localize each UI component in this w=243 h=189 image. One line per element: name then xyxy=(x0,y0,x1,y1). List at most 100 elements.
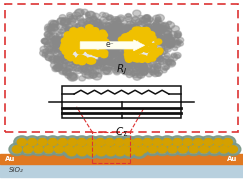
Circle shape xyxy=(72,12,81,19)
Circle shape xyxy=(163,30,170,36)
Circle shape xyxy=(104,36,112,42)
Circle shape xyxy=(152,71,159,77)
Circle shape xyxy=(55,54,62,60)
Circle shape xyxy=(51,36,60,43)
Circle shape xyxy=(60,39,67,45)
Circle shape xyxy=(157,38,166,45)
Circle shape xyxy=(157,31,162,35)
Circle shape xyxy=(111,64,117,69)
Circle shape xyxy=(48,139,57,146)
Circle shape xyxy=(109,21,118,28)
Circle shape xyxy=(228,146,237,153)
Circle shape xyxy=(126,70,132,75)
Circle shape xyxy=(109,44,115,48)
Circle shape xyxy=(166,28,172,32)
Circle shape xyxy=(86,25,93,30)
Circle shape xyxy=(78,37,85,43)
Circle shape xyxy=(127,35,134,40)
Circle shape xyxy=(92,136,108,148)
Circle shape xyxy=(56,37,64,43)
Circle shape xyxy=(64,146,73,153)
Circle shape xyxy=(53,35,61,41)
Circle shape xyxy=(148,18,153,22)
Circle shape xyxy=(132,24,140,31)
Circle shape xyxy=(113,61,120,67)
Circle shape xyxy=(70,39,77,45)
Circle shape xyxy=(151,69,156,73)
Circle shape xyxy=(64,55,69,59)
Circle shape xyxy=(120,146,129,153)
Circle shape xyxy=(65,65,73,71)
Circle shape xyxy=(81,62,86,65)
Circle shape xyxy=(141,69,148,74)
Circle shape xyxy=(117,27,126,33)
Circle shape xyxy=(142,71,147,75)
Circle shape xyxy=(154,64,161,69)
Circle shape xyxy=(106,15,113,20)
Circle shape xyxy=(114,58,121,64)
Circle shape xyxy=(149,56,156,61)
Circle shape xyxy=(77,15,84,21)
Circle shape xyxy=(124,52,131,57)
Circle shape xyxy=(163,26,170,31)
Circle shape xyxy=(151,24,159,30)
Circle shape xyxy=(163,139,172,146)
Circle shape xyxy=(110,50,118,55)
Circle shape xyxy=(43,39,49,44)
Circle shape xyxy=(90,16,97,21)
Circle shape xyxy=(59,68,67,75)
Circle shape xyxy=(70,45,77,51)
Circle shape xyxy=(117,37,124,42)
Circle shape xyxy=(80,33,87,39)
Circle shape xyxy=(61,57,69,63)
Circle shape xyxy=(75,68,82,74)
Circle shape xyxy=(98,43,106,48)
Circle shape xyxy=(142,38,149,43)
Circle shape xyxy=(150,66,159,73)
Circle shape xyxy=(113,44,120,49)
Circle shape xyxy=(66,69,74,76)
Circle shape xyxy=(196,143,212,156)
Circle shape xyxy=(59,68,67,74)
Circle shape xyxy=(67,41,75,47)
Circle shape xyxy=(109,31,118,38)
Circle shape xyxy=(111,48,119,55)
Circle shape xyxy=(68,18,76,24)
Circle shape xyxy=(94,51,102,57)
Text: SiO₂: SiO₂ xyxy=(9,167,23,174)
Circle shape xyxy=(175,54,180,58)
Circle shape xyxy=(122,46,128,52)
Circle shape xyxy=(171,40,178,45)
Circle shape xyxy=(86,42,93,48)
Circle shape xyxy=(143,139,152,146)
Circle shape xyxy=(111,146,120,153)
Circle shape xyxy=(133,74,141,80)
Circle shape xyxy=(145,24,152,29)
Circle shape xyxy=(65,35,72,41)
Circle shape xyxy=(66,24,72,29)
Circle shape xyxy=(156,72,162,76)
Circle shape xyxy=(72,30,80,36)
Circle shape xyxy=(49,29,55,34)
Circle shape xyxy=(50,21,58,27)
Circle shape xyxy=(96,139,105,146)
Circle shape xyxy=(115,39,120,43)
Circle shape xyxy=(143,24,149,29)
Circle shape xyxy=(85,60,94,67)
Circle shape xyxy=(49,56,57,61)
Circle shape xyxy=(154,52,161,57)
Circle shape xyxy=(155,24,163,30)
Circle shape xyxy=(200,136,216,148)
Circle shape xyxy=(141,56,148,61)
Circle shape xyxy=(141,21,148,26)
Circle shape xyxy=(45,136,61,148)
Circle shape xyxy=(106,26,113,31)
Circle shape xyxy=(116,32,125,39)
Circle shape xyxy=(144,19,152,25)
Circle shape xyxy=(110,34,115,38)
Circle shape xyxy=(125,149,134,156)
Circle shape xyxy=(85,72,93,79)
Circle shape xyxy=(114,32,123,38)
Circle shape xyxy=(116,143,132,156)
Circle shape xyxy=(48,47,54,51)
